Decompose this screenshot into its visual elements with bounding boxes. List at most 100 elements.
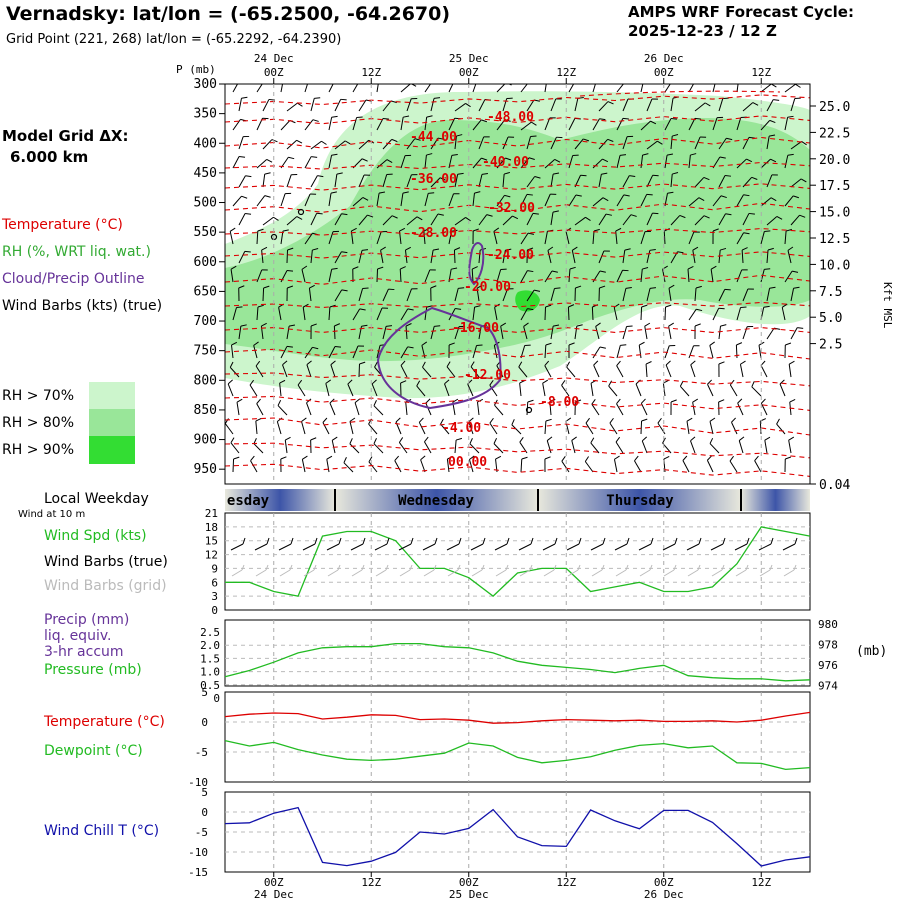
isotherm-line — [225, 251, 810, 259]
wind-barb — [646, 175, 654, 188]
wind-barb — [280, 193, 286, 207]
wind-barb — [424, 117, 428, 131]
wind-barb-feather — [672, 171, 679, 175]
surface-wind-barb — [758, 543, 772, 551]
wind-barb — [592, 346, 601, 359]
surface-wind-barb — [470, 543, 484, 551]
pressure-tick-label: 650 — [194, 284, 217, 299]
weekday-band — [741, 489, 810, 511]
wind-barb-feather — [382, 117, 390, 120]
wind-barb — [694, 177, 705, 188]
wind-barb-feather — [698, 197, 705, 201]
wind-barb-feather — [679, 380, 684, 387]
wind-barb-feather — [615, 436, 621, 443]
wind-barb — [406, 98, 412, 112]
isotherm-line — [225, 327, 810, 333]
wind-barb — [688, 231, 695, 245]
wind-barb-feather — [316, 212, 323, 215]
wind-barb — [446, 366, 456, 378]
pressure-tick-label: 700 — [194, 314, 217, 329]
grid-wind-barb-feather — [433, 564, 437, 571]
wind-barb — [634, 460, 642, 473]
wind-barb — [561, 385, 570, 397]
wind-barb-feather — [776, 216, 783, 220]
wind-barb-feather — [391, 138, 398, 143]
kft-tick-label: 15.0 — [819, 206, 850, 221]
wind-barb — [694, 215, 705, 226]
wind-barb — [286, 216, 298, 226]
wind-barb — [591, 306, 594, 321]
model-grid-value: 6.000 km — [10, 148, 89, 166]
wind-barb-feather — [569, 266, 576, 270]
time-tick-label-bottom: 12Z — [751, 876, 771, 889]
wind-barb-feather — [416, 380, 421, 387]
wind-barb-feather — [575, 194, 582, 197]
wind-barb — [418, 422, 426, 435]
wind-barb-feather — [545, 418, 552, 422]
wind-barb-feather — [528, 157, 535, 161]
wind-barb — [549, 402, 552, 416]
wind-barb — [472, 307, 476, 321]
wind-barb — [520, 121, 532, 131]
wind-barb-feather — [668, 322, 674, 327]
wind-barb — [788, 364, 792, 378]
wind-barb — [526, 176, 536, 188]
date-label-top: 24 Dec — [254, 52, 294, 65]
wind-barb-feather — [763, 305, 770, 308]
wind-barb — [230, 269, 234, 283]
wind-barb-feather — [334, 345, 342, 348]
wind-barb — [710, 269, 714, 283]
grid-wind-barb — [375, 569, 387, 577]
wind-barb — [262, 216, 274, 226]
wind-barb — [238, 136, 244, 150]
wind-barb-feather — [486, 214, 493, 217]
wind-barb-feather — [279, 379, 286, 384]
wind-barb — [358, 214, 368, 226]
wind-barb — [278, 307, 282, 321]
wind-barb — [736, 232, 745, 245]
wind-barb — [255, 365, 264, 378]
wind-barb — [376, 231, 382, 245]
wind-barb — [256, 306, 259, 321]
grid-wind-barb — [759, 569, 771, 577]
wind-barb — [227, 383, 234, 397]
wind-barb — [282, 364, 288, 378]
wind-barb-feather — [568, 304, 575, 308]
wind-barb — [256, 84, 263, 93]
wind-barb-feather — [454, 247, 461, 251]
wind-barb — [788, 440, 792, 454]
isotherm-label: 00.00 — [448, 455, 487, 470]
wind-barb-feather — [599, 346, 606, 349]
wind-barb — [664, 155, 668, 169]
isotherm-line — [225, 274, 810, 285]
wind-barb — [544, 159, 556, 169]
wind-barb — [334, 140, 346, 150]
temp-tick-label: 0 — [201, 716, 208, 729]
wind-barb — [225, 423, 234, 435]
wind-barb — [286, 326, 290, 340]
wind-barb-feather — [593, 360, 599, 366]
wind-barb-feather — [554, 158, 561, 163]
wind-barb — [622, 214, 632, 226]
wind-barb-feather — [373, 438, 377, 444]
wind-barb — [328, 269, 333, 283]
wind-speed-tick-label: 0 — [211, 604, 218, 617]
wind-barb-feather — [405, 246, 411, 251]
wind-barb — [328, 306, 331, 321]
wind-barb — [430, 326, 435, 340]
wind-barb-feather — [641, 304, 648, 308]
wind-barb-feather — [455, 437, 463, 441]
wind-barb-feather — [785, 228, 792, 232]
wind-barb-feather — [296, 139, 303, 144]
wind-barb-feather — [340, 98, 347, 101]
grid-wind-barb — [471, 569, 483, 577]
wind-barb — [467, 383, 474, 397]
wind-barb-feather — [549, 398, 556, 403]
wind-barb-feather — [545, 304, 552, 308]
wind-barb-feather — [310, 437, 317, 441]
wind-barb — [544, 84, 547, 93]
wind-barb-feather — [591, 399, 596, 405]
wind-barb — [502, 288, 509, 302]
time-tick-label-bottom: 12Z — [556, 876, 576, 889]
wind-barb — [394, 460, 402, 473]
